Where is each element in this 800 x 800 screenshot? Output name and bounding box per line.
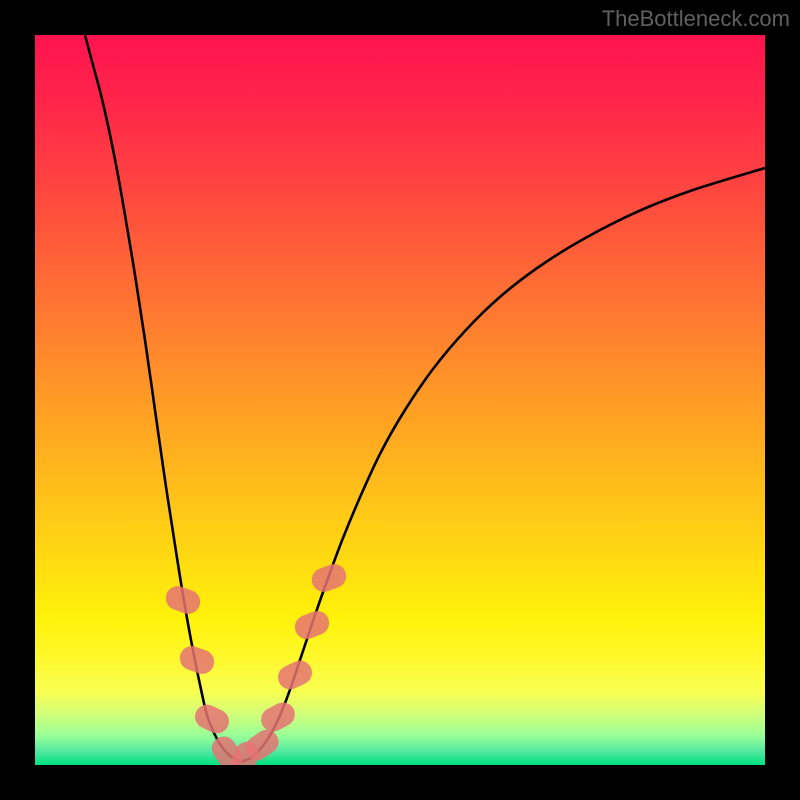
curve-marker xyxy=(191,701,233,738)
watermark-text: TheBottleneck.com xyxy=(602,6,790,32)
plot-area xyxy=(35,35,765,765)
chart-container: TheBottleneck.com xyxy=(0,0,800,800)
curve-marker xyxy=(291,607,332,642)
curve-markers xyxy=(162,561,349,765)
curve-marker xyxy=(162,583,203,618)
curve-marker xyxy=(308,561,349,596)
curve-marker xyxy=(176,643,217,678)
curve-layer xyxy=(35,35,765,765)
curve-marker xyxy=(257,698,299,736)
curve-marker xyxy=(274,657,316,694)
